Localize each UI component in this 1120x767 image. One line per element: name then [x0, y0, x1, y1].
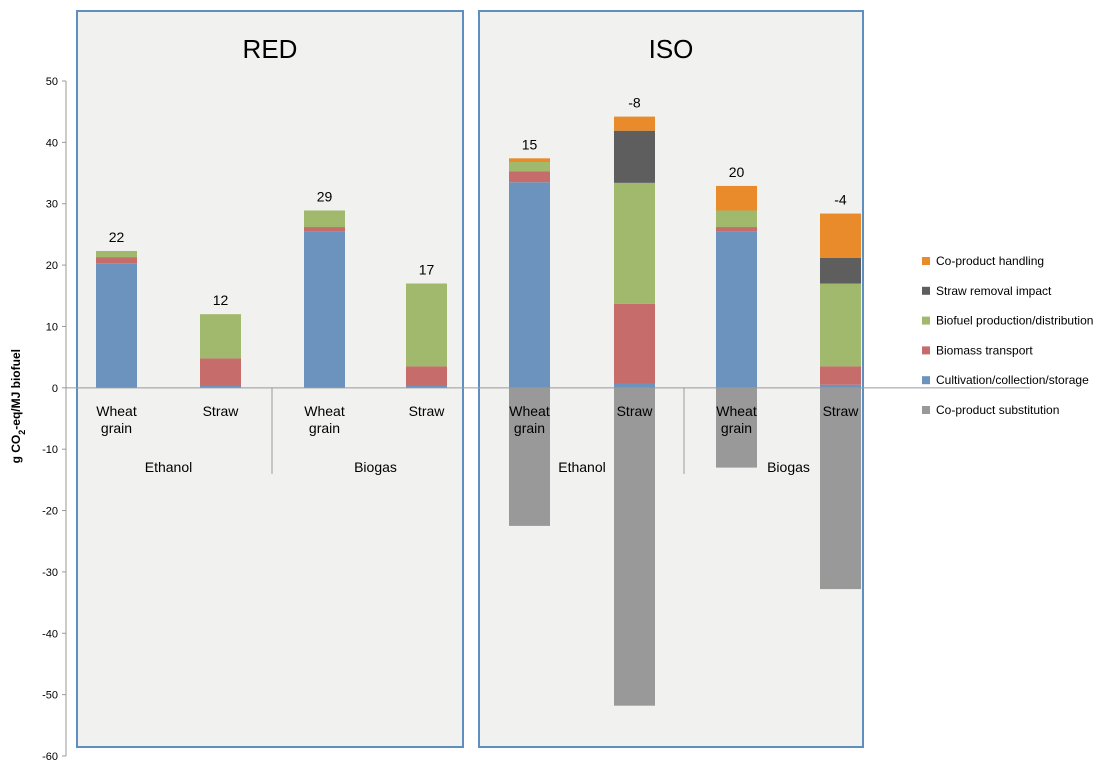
category-label: Wheat [716, 403, 757, 419]
bar-segment-co-product-handling [509, 158, 550, 162]
bar-segment-cultivation-collection-storage [509, 182, 550, 388]
category-label: Wheat [96, 403, 137, 419]
bar-segment-co-product-substitution [509, 387, 550, 526]
y-tick-label: 20 [46, 260, 58, 272]
category-label: grain [514, 420, 545, 436]
legend-entry-label: Biomass transport [936, 343, 1033, 357]
bar-segment-biomass-transport [200, 358, 241, 386]
group-label: Biogas [767, 459, 810, 475]
legend-swatch [922, 286, 930, 295]
bar-segment-co-product-substitution [820, 387, 861, 590]
legend-swatch [922, 316, 930, 325]
group-label: Ethanol [145, 459, 192, 475]
panel-title: ISO [649, 34, 694, 64]
bar-total-label: 22 [109, 229, 125, 245]
bar-segment-biofuel-production-distribution [716, 210, 757, 228]
bar-segment-co-product-handling [716, 185, 757, 211]
bar-segment-biofuel-production-distribution [304, 210, 345, 228]
legend-entry-label: Straw removal impact [936, 284, 1052, 298]
bar-segment-co-product-handling [820, 213, 861, 258]
y-tick-label: -20 [42, 506, 58, 518]
bar-segment-biofuel-production-distribution [509, 162, 550, 172]
y-tick-label: -40 [42, 628, 58, 640]
category-label: Straw [617, 403, 654, 419]
y-tick-label: 10 [46, 321, 58, 333]
y-tick-label: -50 [42, 690, 58, 702]
y-tick-label: -60 [42, 751, 58, 762]
category-label: Wheat [304, 403, 345, 419]
bar-segment-biomass-transport [614, 303, 655, 384]
legend-entry-label: Cultivation/collection/storage [936, 373, 1089, 387]
bar-segment-biofuel-production-distribution [200, 314, 241, 359]
legend-swatch [922, 406, 930, 414]
bar-segment-biofuel-production-distribution [96, 250, 137, 258]
bar-segment-biomass-transport [509, 171, 550, 183]
y-tick-label: -10 [42, 444, 58, 456]
legend-entry-label: Co-product substitution [936, 403, 1059, 417]
group-label: Biogas [354, 459, 397, 475]
category-label: Wheat [509, 403, 550, 419]
bar-segment-cultivation-collection-storage [304, 231, 345, 388]
y-axis-title-part: -eq/MJ biofuel [9, 349, 23, 430]
y-axis-title: g CO2-eq/MJ biofuel [9, 349, 27, 463]
bar-segment-biomass-transport [820, 366, 861, 385]
category-label: grain [721, 420, 752, 436]
y-tick-label: 40 [46, 137, 58, 149]
bar-segment-biomass-transport [304, 227, 345, 232]
y-tick-label: 0 [52, 383, 58, 395]
y-axis-title-part: 2 [17, 430, 27, 435]
bar-segment-cultivation-collection-storage [820, 384, 861, 388]
bar-segment-cultivation-collection-storage [406, 385, 447, 388]
legend-entry-label: Biofuel production/distribution [936, 314, 1093, 328]
bar-total-label: 12 [213, 292, 229, 308]
bar-segment-co-product-substitution [716, 387, 757, 468]
category-label: grain [101, 420, 132, 436]
bar-segment-cultivation-collection-storage [96, 263, 137, 388]
bar-total-label: 20 [729, 164, 745, 180]
bar-segment-biomass-transport [406, 366, 447, 386]
bar-segment-biofuel-production-distribution [614, 182, 655, 304]
bar-segment-biomass-transport [716, 227, 757, 232]
category-label: grain [309, 420, 340, 436]
bar-segment-co-product-substitution [614, 387, 655, 706]
bar-segment-straw-removal-impact [820, 257, 861, 284]
bar-segment-biofuel-production-distribution [820, 283, 861, 367]
bar-segment-cultivation-collection-storage [200, 385, 241, 388]
bar-total-label: -4 [834, 192, 847, 208]
group-label: Ethanol [558, 459, 605, 475]
y-tick-label: 30 [46, 199, 58, 211]
bar-total-label: -8 [628, 95, 641, 111]
bar-total-label: 17 [419, 262, 435, 278]
legend-entry-label: Co-product handling [936, 254, 1044, 268]
legend-swatch [922, 257, 930, 265]
category-label: Straw [203, 403, 240, 419]
bar-segment-cultivation-collection-storage [716, 231, 757, 388]
panel-title: RED [243, 34, 298, 64]
y-tick-label: 50 [46, 76, 58, 88]
bar-segment-biofuel-production-distribution [406, 283, 447, 367]
category-label: Straw [409, 403, 446, 419]
legend-swatch [922, 346, 930, 355]
bar-segment-cultivation-collection-storage [614, 383, 655, 388]
y-tick-label: -30 [42, 567, 58, 579]
legend-swatch [922, 376, 930, 385]
bar-total-label: 15 [522, 136, 538, 152]
bar-total-label: 29 [317, 188, 333, 204]
bar-segment-biomass-transport [96, 257, 137, 264]
panel-red-frame [76, 10, 464, 748]
bar-segment-co-product-handling [614, 116, 655, 131]
bar-segment-straw-removal-impact [614, 130, 655, 183]
y-axis-title-part: g CO [9, 435, 23, 464]
category-label: Straw [823, 403, 860, 419]
